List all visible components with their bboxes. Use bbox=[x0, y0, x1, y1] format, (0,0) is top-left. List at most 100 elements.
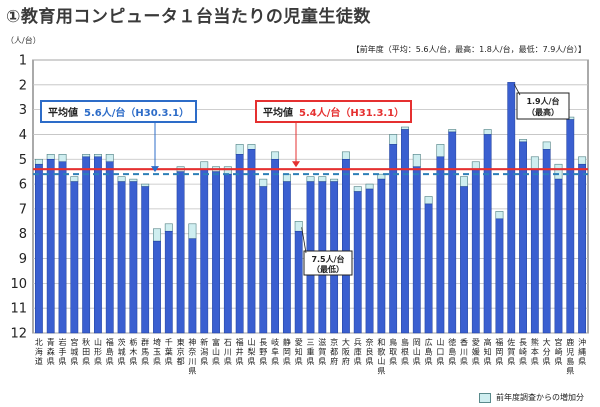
increase-segment bbox=[141, 183, 150, 187]
increase-segment bbox=[294, 221, 303, 232]
increase-segment bbox=[153, 228, 161, 242]
y-tick-label: 12 bbox=[10, 327, 27, 342]
worst-callout-value: 7.5人/台 bbox=[311, 254, 344, 264]
previous-average-box: 平均値 5.6人/台（H30.3.1） bbox=[40, 100, 198, 123]
category-label: 岐阜県 bbox=[271, 337, 279, 366]
category-label: 茨城県 bbox=[118, 337, 126, 366]
category-label: 沖縄県 bbox=[578, 337, 586, 366]
increase-segment bbox=[259, 178, 268, 187]
increase-segment bbox=[105, 154, 114, 163]
bar bbox=[82, 156, 91, 334]
increase-segment bbox=[424, 196, 433, 205]
increase-segment bbox=[330, 178, 339, 182]
category-label: 北海道 bbox=[35, 338, 43, 366]
previous-average-arrowhead bbox=[151, 166, 159, 173]
increase-segment bbox=[341, 151, 350, 160]
y-tick-label: 3 bbox=[19, 103, 27, 118]
category-label: 秋田県 bbox=[82, 337, 90, 366]
bar bbox=[259, 186, 268, 334]
y-tick-label: 2 bbox=[19, 78, 27, 93]
bar bbox=[105, 161, 114, 334]
worst-callout-box bbox=[303, 250, 353, 276]
bar bbox=[365, 188, 374, 334]
increase-segment bbox=[436, 144, 445, 158]
legend: 前年度調査からの増加分 bbox=[479, 392, 584, 403]
increase-segment bbox=[34, 158, 43, 165]
bar bbox=[46, 159, 55, 334]
bar bbox=[342, 159, 350, 334]
current-average-arrowhead bbox=[292, 161, 300, 168]
category-label: 徳島県 bbox=[448, 337, 456, 366]
bar bbox=[412, 166, 421, 334]
bar bbox=[353, 191, 362, 334]
category-label: 鹿児島県 bbox=[566, 337, 574, 376]
bar bbox=[282, 181, 291, 334]
increase-segment bbox=[271, 151, 280, 160]
category-label: 島根県 bbox=[401, 337, 409, 366]
increase-segment bbox=[247, 144, 256, 150]
category-label: 千葉県 bbox=[165, 337, 173, 366]
category-label: 愛知県 bbox=[295, 337, 303, 366]
bar bbox=[200, 168, 209, 334]
category-label: 宮城県 bbox=[70, 337, 78, 366]
y-tick-label: 10 bbox=[10, 277, 27, 292]
increase-segment bbox=[164, 223, 173, 232]
category-label: 佐賀県 bbox=[507, 337, 515, 366]
y-tick-label: 8 bbox=[19, 227, 27, 242]
category-label: 石川県 bbox=[224, 338, 232, 366]
category-label: 富山県 bbox=[212, 337, 220, 366]
worst-callout-line bbox=[301, 227, 307, 254]
category-label: 三重県 bbox=[307, 338, 315, 366]
current-average-box: 平均値 5.4人/台（H31.3.1） bbox=[255, 100, 413, 123]
category-label: 栃木県 bbox=[129, 337, 137, 366]
y-tick-label: 1 bbox=[19, 54, 27, 69]
bar bbox=[247, 149, 256, 334]
best-callout-caption: （最高） bbox=[527, 107, 559, 117]
increase-segment bbox=[483, 129, 492, 135]
bar bbox=[448, 131, 457, 334]
increase-segment bbox=[460, 176, 468, 187]
increase-segment bbox=[318, 176, 327, 182]
increase-segment bbox=[353, 186, 362, 192]
y-tick-label: 5 bbox=[19, 153, 27, 168]
y-tick-label: 9 bbox=[19, 252, 27, 267]
increase-segment bbox=[70, 176, 79, 182]
category-label: 岩手県 bbox=[59, 337, 67, 366]
worst-callout-caption: （最低） bbox=[312, 264, 344, 274]
best-callout-box bbox=[516, 92, 570, 120]
increase-segment bbox=[519, 139, 528, 143]
y-tick-label: 11 bbox=[10, 302, 27, 317]
increase-segment bbox=[542, 141, 551, 150]
category-label: 新潟県 bbox=[200, 337, 208, 366]
increase-segment bbox=[46, 154, 55, 160]
bar bbox=[389, 144, 398, 334]
best-callout-value: 1.9人/台 bbox=[526, 96, 559, 106]
increase-segment bbox=[235, 144, 244, 155]
bar bbox=[471, 168, 480, 334]
category-label: 鳥取県 bbox=[389, 337, 397, 366]
increase-segment bbox=[471, 161, 480, 170]
category-label: 長野県 bbox=[259, 338, 267, 366]
bar bbox=[34, 163, 43, 334]
bar bbox=[507, 82, 516, 334]
increase-segment bbox=[93, 154, 102, 158]
category-label: 山形県 bbox=[94, 337, 102, 366]
category-label: 山口県 bbox=[436, 337, 444, 366]
bar bbox=[377, 178, 386, 334]
category-label: 埼玉県 bbox=[153, 337, 161, 366]
category-label: 滋賀県 bbox=[318, 337, 326, 366]
y-tick-label: 6 bbox=[19, 178, 27, 193]
bar bbox=[129, 181, 138, 334]
y-tick-label: 7 bbox=[19, 202, 27, 217]
bar bbox=[483, 134, 492, 334]
increase-segment bbox=[365, 183, 374, 190]
bar bbox=[542, 149, 551, 334]
bar bbox=[495, 218, 504, 334]
bar bbox=[578, 163, 587, 334]
category-label: 熊本県 bbox=[531, 337, 539, 366]
increase-segment bbox=[282, 173, 291, 182]
category-label: 福岡県 bbox=[495, 338, 503, 366]
bar bbox=[530, 168, 539, 334]
increase-segment bbox=[448, 129, 457, 133]
